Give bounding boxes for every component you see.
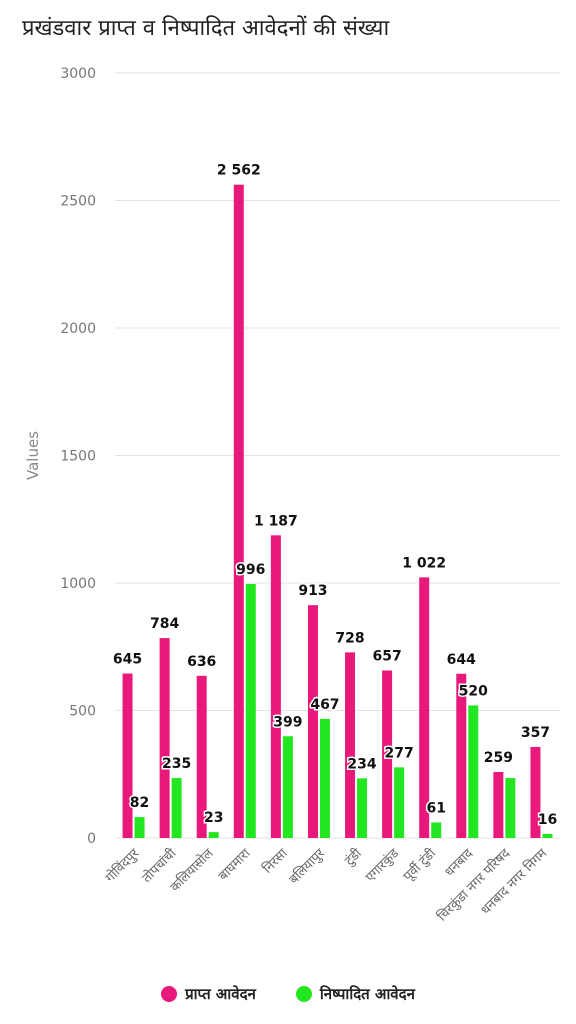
legend-label-received: प्राप्त आवेदन [185, 985, 256, 1003]
chart-plot: 0 500 1000 1500 2000 2500 3000 Values 645 82 गोविं… [24, 66, 560, 925]
bar-received [456, 673, 467, 838]
bar-disposed [468, 705, 479, 838]
bar-disposed [542, 833, 553, 838]
data-label-disposed: 520 [459, 683, 488, 699]
legend-swatch-received [161, 986, 178, 1002]
data-label-disposed: 61 [426, 800, 445, 816]
data-label-received: 636 [187, 654, 216, 670]
bar-disposed [282, 736, 293, 838]
data-label-received: 1 022 [402, 555, 446, 571]
data-label-received: 728 [335, 630, 364, 646]
legend-label-disposed: निष्पादित आवेदन [319, 985, 415, 1003]
data-label-disposed: 23 [204, 810, 223, 826]
bar-received [419, 577, 430, 838]
data-label-received: 644 [447, 652, 476, 668]
data-label-disposed: 277 [385, 745, 414, 761]
y-tick-label: 2000 [60, 321, 96, 337]
data-label-received: 645 [113, 652, 142, 668]
data-label-received: 784 [150, 616, 179, 632]
bar-received [382, 670, 393, 838]
bar-received [122, 673, 133, 838]
x-category-label: बाघमारा [216, 846, 254, 884]
legend-item-disposed[interactable]: निष्पादित आवेदन [295, 984, 415, 1004]
bar-disposed [208, 832, 219, 838]
data-label-received: 913 [298, 583, 327, 599]
bar-received [270, 535, 281, 838]
y-tick-label: 500 [69, 704, 96, 720]
bar-received [307, 605, 318, 838]
x-category-label: धनबाद नगर निगम [478, 845, 551, 918]
data-label-received: 357 [521, 725, 550, 741]
data-label-received: 657 [373, 648, 402, 664]
data-label-disposed: 996 [236, 562, 265, 578]
data-label-disposed: 467 [310, 697, 339, 713]
bar-received [233, 184, 244, 838]
bar-disposed [319, 718, 330, 838]
data-label-received: 2 562 [217, 163, 261, 179]
data-label-disposed: 234 [347, 756, 376, 772]
data-label-disposed: 16 [538, 812, 557, 828]
y-tick-label: 1500 [60, 449, 96, 465]
bar-received [530, 746, 541, 838]
bar-received [493, 771, 504, 838]
x-category-label: निरसा [260, 845, 292, 877]
x-category-label: टुंडी [342, 845, 366, 869]
bar-disposed [134, 817, 145, 838]
bar-disposed [245, 584, 256, 838]
x-category-label: धनबाद [442, 845, 477, 880]
y-tick-label: 3000 [60, 66, 96, 82]
bar-disposed [431, 822, 442, 838]
bar-received [196, 675, 207, 838]
chart-title: प्रखंडवार प्राप्त व निष्पादित आवेदनों की… [22, 16, 390, 41]
bar-disposed [394, 767, 405, 838]
x-category-label: बलियापुर [286, 845, 328, 887]
bar-disposed [357, 778, 368, 838]
y-axis-label: Values [24, 431, 42, 480]
y-tick-label: 1000 [60, 576, 96, 592]
y-tick-label: 2500 [60, 194, 96, 210]
data-label-disposed: 399 [273, 714, 302, 730]
bar-disposed [505, 778, 516, 838]
x-category-label: एगारकुंड [363, 845, 403, 885]
x-category-label: पूर्वी टुंडी [400, 845, 439, 884]
data-label-received: 1 187 [254, 513, 298, 529]
data-label-disposed: 82 [130, 795, 149, 811]
x-category-label: गोविंदपुर [102, 845, 143, 886]
y-tick-label: 0 [87, 831, 96, 847]
legend-item-received[interactable]: प्राप्त आवेदन [161, 984, 256, 1004]
bar-received [159, 638, 170, 838]
bar-disposed [171, 778, 182, 838]
data-label-disposed: 235 [162, 756, 191, 772]
legend-swatch-disposed [295, 986, 312, 1002]
data-label-received: 259 [484, 750, 513, 766]
legend: प्राप्त आवेदन निष्पादित आवेदन [0, 984, 576, 1004]
bar-received [345, 652, 356, 838]
